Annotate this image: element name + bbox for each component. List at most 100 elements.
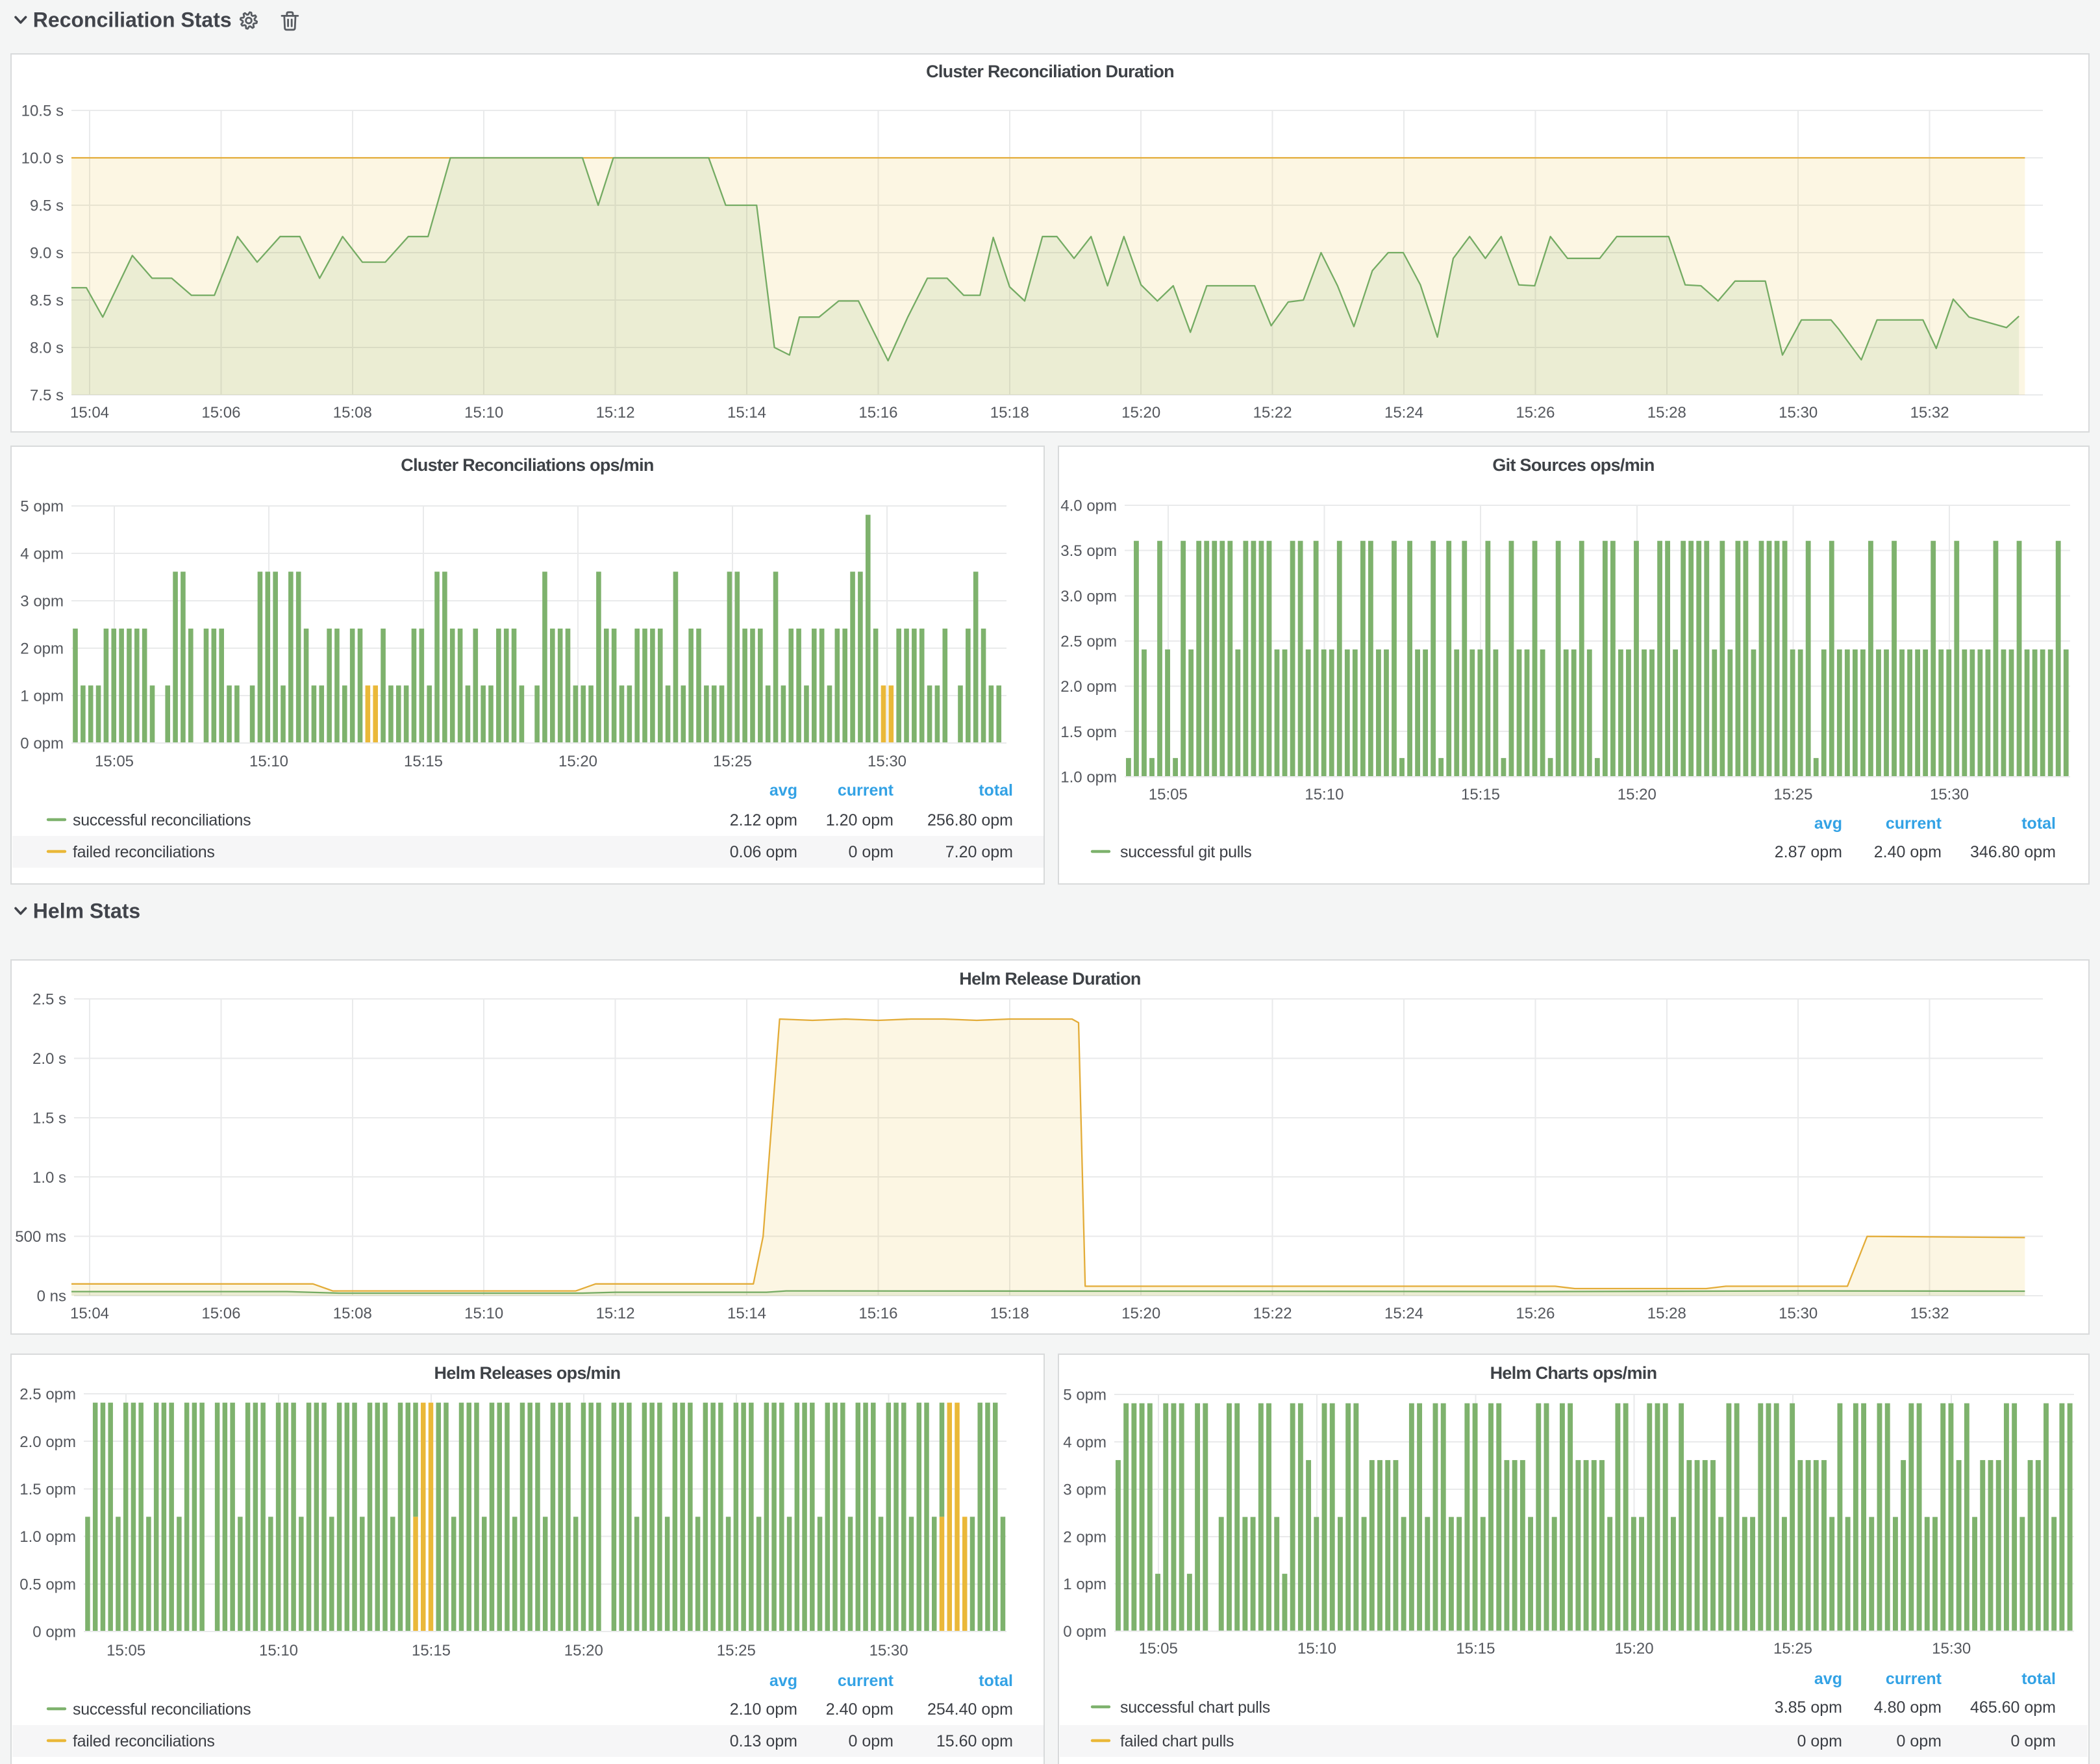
svg-text:15:20: 15:20 <box>558 753 597 770</box>
svg-text:15:12: 15:12 <box>596 404 635 422</box>
svg-text:8.0 s: 8.0 s <box>30 340 64 357</box>
svg-text:15:30: 15:30 <box>1930 786 1969 803</box>
svg-text:15.60 opm: 15.60 opm <box>936 1732 1013 1750</box>
svg-text:465.60 opm: 465.60 opm <box>1970 1698 2056 1717</box>
svg-text:3 opm: 3 opm <box>1063 1481 1106 1498</box>
svg-text:1.20 opm: 1.20 opm <box>826 811 894 829</box>
svg-text:254.40 opm: 254.40 opm <box>927 1700 1013 1719</box>
svg-text:10.0 s: 10.0 s <box>21 150 64 168</box>
svg-text:0 opm: 0 opm <box>849 1732 894 1750</box>
svg-text:successful git pulls: successful git pulls <box>1120 843 1251 861</box>
svg-text:15:05: 15:05 <box>106 1642 145 1659</box>
svg-text:15:20: 15:20 <box>1121 1305 1160 1322</box>
svg-text:0 ns: 0 ns <box>37 1288 66 1305</box>
svg-text:15:24: 15:24 <box>1384 1305 1423 1322</box>
svg-text:15:20: 15:20 <box>564 1642 603 1659</box>
svg-text:15:10: 15:10 <box>464 404 503 422</box>
svg-text:avg: avg <box>1814 814 1842 833</box>
svg-text:3.0 opm: 3.0 opm <box>1060 588 1117 605</box>
svg-text:failed chart pulls: failed chart pulls <box>1120 1732 1234 1750</box>
svg-text:15:15: 15:15 <box>1456 1640 1495 1657</box>
svg-text:15:22: 15:22 <box>1253 1305 1292 1322</box>
svg-text:1.0 s: 1.0 s <box>32 1169 66 1187</box>
svg-text:0 opm: 0 opm <box>32 1624 76 1641</box>
svg-text:15:08: 15:08 <box>333 404 372 422</box>
svg-text:1.5 opm: 1.5 opm <box>1060 724 1117 741</box>
svg-text:15:28: 15:28 <box>1647 1305 1686 1322</box>
svg-text:1 opm: 1 opm <box>1063 1576 1106 1593</box>
svg-text:15:25: 15:25 <box>713 753 752 770</box>
svg-text:1 opm: 1 opm <box>20 688 64 705</box>
svg-text:failed reconciliations: failed reconciliations <box>73 843 215 861</box>
svg-text:15:05: 15:05 <box>1149 786 1188 803</box>
svg-text:Cluster Reconciliations ops/mi: Cluster Reconciliations ops/min <box>401 455 653 475</box>
svg-text:15:14: 15:14 <box>727 404 766 422</box>
svg-text:0 opm: 0 opm <box>849 843 894 861</box>
svg-text:15:20: 15:20 <box>1121 404 1160 422</box>
svg-text:15:32: 15:32 <box>1910 404 1949 422</box>
svg-text:0.5 opm: 0.5 opm <box>19 1576 76 1593</box>
svg-text:Helm Charts ops/min: Helm Charts ops/min <box>1490 1363 1657 1383</box>
svg-text:15:30: 15:30 <box>868 753 906 770</box>
svg-text:15:26: 15:26 <box>1516 404 1555 422</box>
svg-text:0 opm: 0 opm <box>1897 1732 1942 1750</box>
svg-text:15:15: 15:15 <box>412 1642 451 1659</box>
svg-text:total: total <box>979 781 1013 800</box>
svg-text:2.0 s: 2.0 s <box>32 1050 66 1068</box>
svg-text:8.5 s: 8.5 s <box>30 292 64 310</box>
svg-text:9.5 s: 9.5 s <box>30 197 64 215</box>
svg-text:Cluster Reconciliation Duratio: Cluster Reconciliation Duration <box>926 62 1174 81</box>
svg-text:2 opm: 2 opm <box>1063 1528 1106 1546</box>
svg-text:15:16: 15:16 <box>858 1305 897 1322</box>
svg-text:4 opm: 4 opm <box>20 546 64 563</box>
svg-text:15:18: 15:18 <box>990 1305 1029 1322</box>
svg-text:15:25: 15:25 <box>717 1642 756 1659</box>
svg-text:successful chart pulls: successful chart pulls <box>1120 1698 1270 1717</box>
svg-text:Git Sources ops/min: Git Sources ops/min <box>1492 455 1654 475</box>
svg-text:4 opm: 4 opm <box>1063 1434 1106 1452</box>
svg-text:15:28: 15:28 <box>1647 404 1686 422</box>
svg-text:15:25: 15:25 <box>1773 786 1812 803</box>
svg-text:total: total <box>2021 1670 2056 1688</box>
svg-text:4.0 opm: 4.0 opm <box>1060 498 1117 515</box>
svg-text:15:10: 15:10 <box>464 1305 503 1322</box>
svg-text:500 ms: 500 ms <box>15 1228 66 1246</box>
svg-text:15:20: 15:20 <box>1618 786 1656 803</box>
svg-text:15:30: 15:30 <box>1779 404 1818 422</box>
svg-text:0 opm: 0 opm <box>1797 1732 1842 1750</box>
svg-text:failed reconciliations: failed reconciliations <box>73 1732 215 1750</box>
svg-text:1.5 opm: 1.5 opm <box>19 1481 76 1498</box>
svg-text:7.5 s: 7.5 s <box>30 387 64 405</box>
svg-text:15:05: 15:05 <box>95 753 134 770</box>
svg-text:15:06: 15:06 <box>201 404 240 422</box>
svg-text:15:20: 15:20 <box>1615 1640 1654 1657</box>
svg-text:15:15: 15:15 <box>404 753 443 770</box>
svg-text:2.0 opm: 2.0 opm <box>19 1433 76 1451</box>
svg-text:15:15: 15:15 <box>1461 786 1500 803</box>
svg-text:15:30: 15:30 <box>1779 1305 1818 1322</box>
svg-text:3.5 opm: 3.5 opm <box>1060 542 1117 560</box>
svg-text:2.12 opm: 2.12 opm <box>730 811 797 829</box>
svg-text:current: current <box>838 1672 894 1690</box>
svg-text:15:10: 15:10 <box>1297 1640 1336 1657</box>
svg-text:0 opm: 0 opm <box>2011 1732 2056 1750</box>
svg-text:2.5 s: 2.5 s <box>32 991 66 1009</box>
svg-text:avg: avg <box>769 1672 797 1690</box>
svg-text:total: total <box>2021 814 2056 833</box>
svg-text:15:04: 15:04 <box>70 1305 109 1322</box>
svg-text:2.5 opm: 2.5 opm <box>19 1386 76 1404</box>
svg-text:5 opm: 5 opm <box>20 498 64 516</box>
svg-text:15:25: 15:25 <box>1773 1640 1812 1657</box>
svg-text:2.87 opm: 2.87 opm <box>1775 843 1842 861</box>
svg-text:15:30: 15:30 <box>1932 1640 1971 1657</box>
svg-text:15:30: 15:30 <box>869 1642 908 1659</box>
svg-text:successful reconciliations: successful reconciliations <box>73 811 251 829</box>
svg-text:10.5 s: 10.5 s <box>21 103 64 120</box>
svg-text:current: current <box>1886 1670 1942 1688</box>
svg-text:15:32: 15:32 <box>1910 1305 1949 1322</box>
svg-text:15:04: 15:04 <box>70 404 109 422</box>
svg-text:1.5 s: 1.5 s <box>32 1109 66 1127</box>
svg-text:15:18: 15:18 <box>990 404 1029 422</box>
svg-text:2.40 opm: 2.40 opm <box>826 1700 894 1719</box>
svg-text:4.80 opm: 4.80 opm <box>1874 1698 1942 1717</box>
